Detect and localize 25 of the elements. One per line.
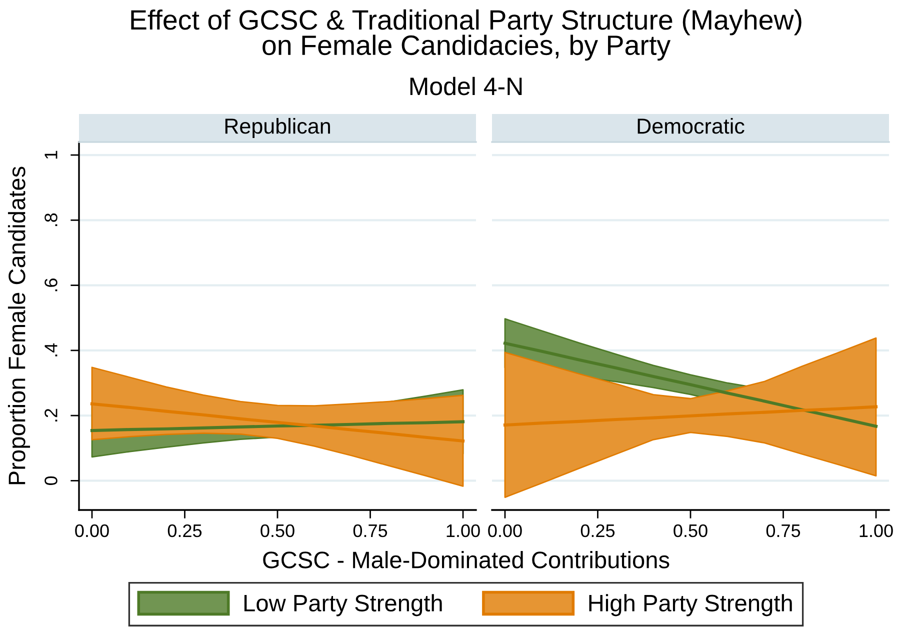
y-tick-label: .8: [44, 213, 58, 226]
chart-title: Republican: [225, 118, 330, 138]
y-tick-label: .6: [44, 278, 58, 292]
x-tick-label: 1.00: [446, 524, 480, 538]
legend-label: Low Party Strength: [244, 594, 442, 616]
text: Effect of GCSC & Traditional Party Structure (Mayhew) on Female Candidacies, by Party: [131, 9, 802, 61]
y-tick-label: .2: [44, 408, 58, 422]
x-tick-label: 0.50: [260, 524, 294, 538]
x-tick-label: 0.75: [766, 524, 800, 538]
y-axis-title: Proportion Female Candidates: [8, 166, 30, 484]
x-tick-label: 0.25: [580, 524, 615, 538]
y-tick-label: .4: [44, 343, 58, 356]
text: Model 4-N: [410, 76, 522, 96]
y-tick-label: 0: [44, 476, 58, 486]
x-tick-label: 0.00: [488, 524, 522, 538]
x-tick-label: 0.25: [168, 524, 202, 538]
x-tick-label: 0.75: [353, 524, 388, 538]
x-tick-label: 1.00: [860, 524, 893, 538]
y-tick-label: 1: [44, 150, 58, 159]
line-series: [90, 420, 465, 432]
x-tick-label: 0.50: [674, 524, 708, 538]
x-tick-label: 0.00: [75, 524, 109, 538]
chart-title: Democratic: [638, 118, 744, 134]
x-axis-title: GCSC - Male-Dominated Contributions: [263, 550, 670, 568]
legend-label: High Party Strength: [589, 594, 792, 616]
